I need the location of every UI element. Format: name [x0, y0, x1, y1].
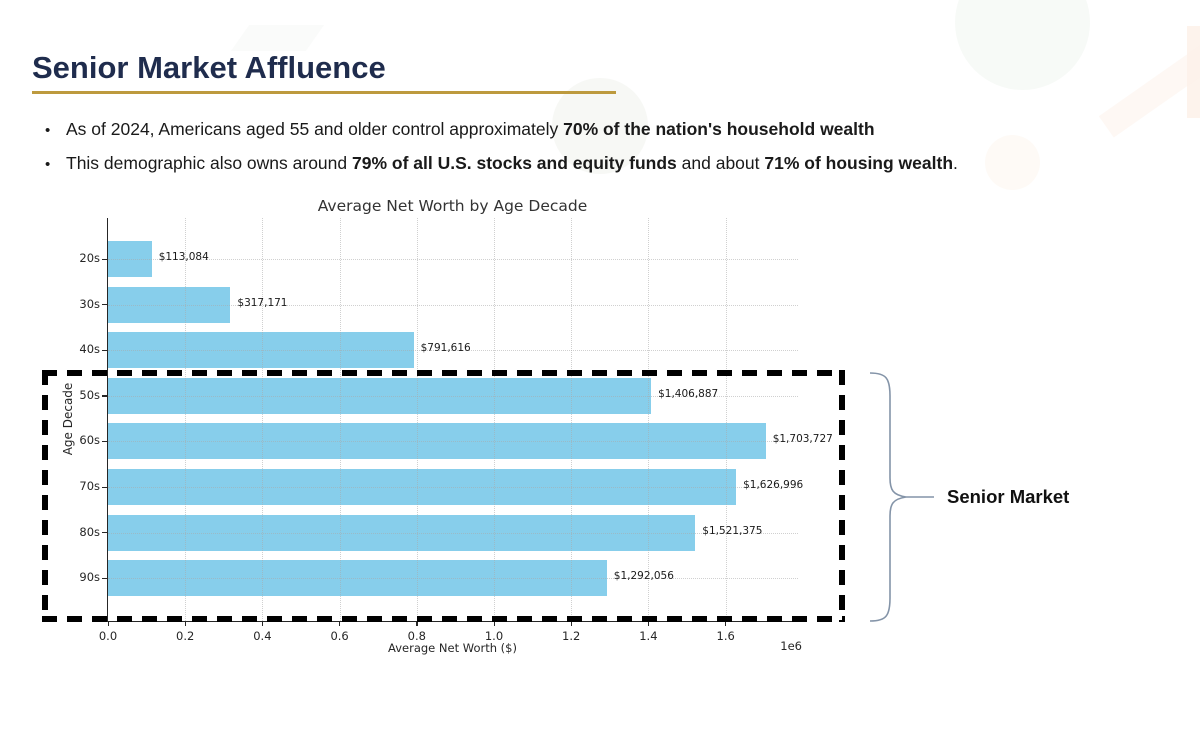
- bullet-run: This demographic also owns around: [66, 153, 352, 173]
- bullet-run: .: [953, 153, 958, 173]
- decor-shape-top: [230, 25, 325, 51]
- y-tick-label: 40s: [79, 342, 100, 357]
- x-tick-mark: [493, 622, 495, 626]
- x-tick-mark: [725, 622, 727, 626]
- bullet-item: • This demographic also owns around 79% o…: [40, 146, 1160, 180]
- senior-market-highlight-box: [42, 370, 845, 622]
- bullet-text: As of 2024, Americans aged 55 and older …: [66, 112, 875, 146]
- curly-brace: [869, 372, 934, 622]
- x-tick-label: 1.2: [562, 629, 581, 643]
- title-underline: [32, 91, 616, 94]
- bullet-dot-icon: •: [45, 156, 51, 173]
- x-tick-mark: [570, 622, 572, 626]
- bullet-run: As of 2024, Americans aged 55 and older …: [66, 119, 564, 139]
- chart-title: Average Net Worth by Age Decade: [317, 197, 588, 215]
- x-tick-mark: [107, 622, 109, 626]
- bullet-item: • As of 2024, Americans aged 55 and older…: [40, 112, 1160, 146]
- grid-line-h: [108, 304, 798, 306]
- bullet-text: This demographic also owns around 79% of…: [66, 146, 958, 180]
- senior-market-label: Senior Market: [947, 486, 1070, 507]
- bar-value-label: $791,616: [420, 342, 471, 355]
- x-tick-mark: [416, 622, 418, 626]
- bullet-dot-icon: •: [45, 122, 51, 139]
- bullet-run-bold: 70% of the nation's household wealth: [563, 119, 875, 139]
- bar-value-label: $317,171: [237, 296, 288, 309]
- bullet-run-bold: 79% of all U.S. stocks and equity funds: [352, 153, 677, 173]
- x-tick-mark: [261, 622, 264, 626]
- bar-value-label: $113,084: [158, 251, 209, 263]
- x-tick-mark: [339, 622, 341, 626]
- bullet-run: and about: [676, 153, 765, 173]
- y-tick-label: 30s: [79, 296, 100, 311]
- y-tick-mark: [102, 258, 108, 260]
- x-tick-label: 1.0: [484, 629, 504, 643]
- y-tick-mark: [102, 349, 108, 351]
- x-tick-label: 0.6: [330, 629, 349, 643]
- x-tick-label: 0.8: [407, 629, 426, 643]
- y-tick-label: 20s: [79, 251, 100, 265]
- bullet-run-bold: 71% of housing wealth: [764, 153, 954, 173]
- x-axis-label: Average Net Worth ($): [388, 641, 517, 655]
- grid-line-h: [108, 259, 798, 260]
- x-tick-mark: [647, 622, 650, 626]
- x-tick-label: 0.2: [176, 629, 195, 643]
- decor-circle-top-right: [955, 0, 1090, 90]
- decor-band-right-edge: [1187, 26, 1200, 118]
- page-title: Senior Market Affluence: [32, 50, 386, 85]
- y-tick-mark: [102, 304, 108, 306]
- axis-offset-label: 1e6: [780, 639, 802, 653]
- x-tick-label: 0.4: [253, 629, 272, 643]
- x-tick-label: 1.4: [639, 629, 658, 643]
- grid-line-h: [108, 350, 798, 352]
- x-tick-label: 0.0: [98, 629, 118, 643]
- x-tick-label: 1.6: [716, 629, 735, 643]
- bullet-list: • As of 2024, Americans aged 55 and older…: [40, 112, 1160, 180]
- x-tick-mark: [184, 622, 186, 626]
